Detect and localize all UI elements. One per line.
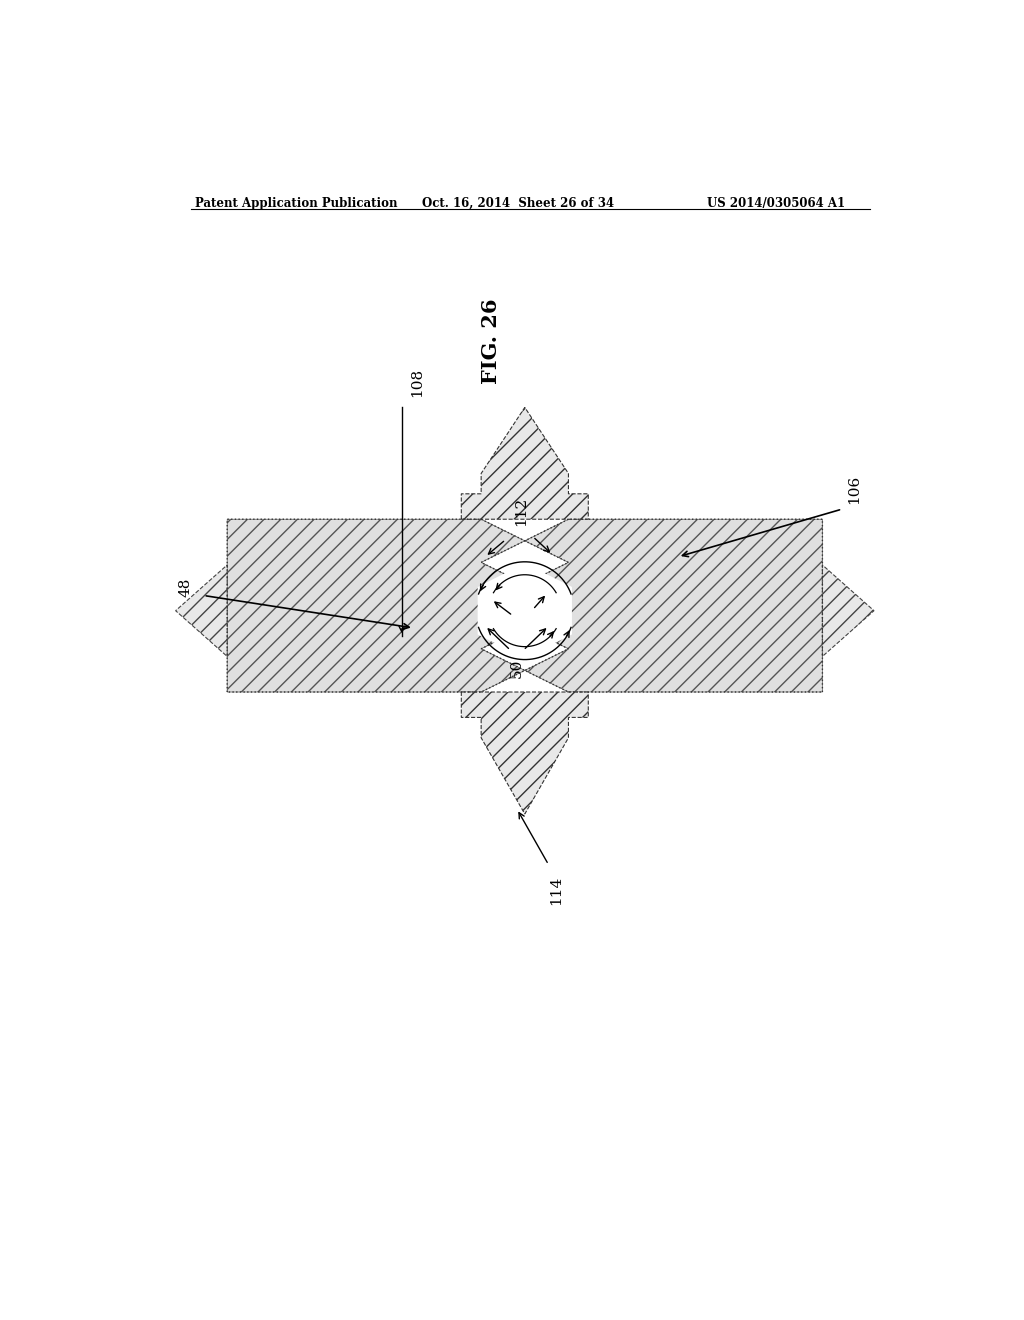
Text: 114: 114: [550, 876, 563, 906]
Polygon shape: [524, 519, 822, 692]
Polygon shape: [461, 692, 588, 814]
Polygon shape: [477, 564, 572, 659]
Polygon shape: [176, 565, 227, 656]
Text: 112: 112: [514, 498, 527, 527]
Polygon shape: [461, 408, 588, 519]
Polygon shape: [227, 519, 524, 692]
Text: US 2014/0305064 A1: US 2014/0305064 A1: [708, 197, 846, 210]
Text: 50: 50: [510, 659, 524, 678]
Text: Patent Application Publication: Patent Application Publication: [196, 197, 398, 210]
Text: FIG. 26: FIG. 26: [481, 298, 502, 384]
Text: 48: 48: [178, 578, 193, 597]
Text: 106: 106: [847, 475, 861, 504]
Text: 110: 110: [518, 620, 531, 651]
Text: Oct. 16, 2014  Sheet 26 of 34: Oct. 16, 2014 Sheet 26 of 34: [422, 197, 613, 210]
Polygon shape: [822, 565, 873, 656]
Text: 108: 108: [410, 368, 424, 397]
